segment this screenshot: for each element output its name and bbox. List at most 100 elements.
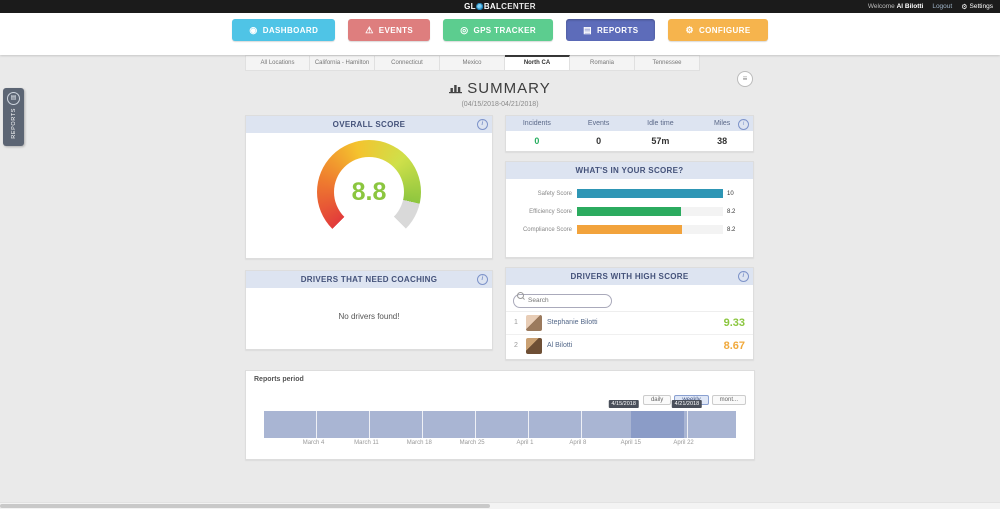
efficiency-score-bar (577, 207, 681, 216)
timeline-bars[interactable] (264, 411, 736, 438)
score-row-value: 10 (727, 190, 734, 197)
stats-header-row: Incidents Events Idle time Miles (506, 116, 753, 131)
selection-end-tooltip: 4/21/2018 (671, 400, 703, 408)
location-tabs: All Locations California - Hamilton Conn… (245, 55, 755, 71)
axis-tick-label: April 22 (673, 440, 694, 446)
stat-label-miles: Miles (713, 120, 731, 127)
center-column: All Locations California - Hamilton Conn… (245, 55, 755, 460)
info-icon[interactable] (477, 274, 488, 285)
info-icon[interactable] (738, 271, 749, 282)
score-bar-track (577, 207, 723, 216)
score-row-value: 8.2 (727, 226, 736, 233)
nav-gps-tracker-button[interactable]: ◎ GPS TRACKER (443, 19, 554, 41)
nav-configure-button[interactable]: ⚙ CONFIGURE (668, 19, 768, 41)
stats-card: Incidents Events Idle time Miles 0 0 57m… (505, 115, 754, 152)
driver-search-input[interactable] (513, 293, 612, 308)
driver-row[interactable]: 2 Al Bilotti 8.67 (506, 335, 753, 357)
stat-value-events: 0 (596, 136, 602, 146)
reports-side-tab[interactable]: ▤ REPORTS (3, 88, 24, 146)
stat-value-miles: 38 (717, 136, 728, 146)
selection-start-tooltip: 4/15/2018 (608, 400, 639, 408)
nav-reports-button[interactable]: ▤ REPORTS (566, 19, 656, 41)
reports-icon: ▤ (583, 24, 592, 35)
nav-events-button[interactable]: ⚠ EVENTS (348, 19, 431, 41)
score-gauge-wrap: 8.8 (246, 133, 492, 251)
nav-label: EVENTS (378, 25, 414, 35)
settings-link[interactable]: ⚙ Settings (961, 3, 993, 11)
score-row-label: Safety Score (537, 190, 572, 197)
driver-avatar (526, 314, 542, 331)
axis-tick-label: April 15 (620, 440, 641, 446)
score-breakdown-card: WHAT'S IN YOUR SCORE? Safety Score 10 Ef… (505, 161, 754, 258)
score-row-value: 8.2 (727, 208, 736, 215)
date-range-subtitle: (04/15/2018-04/21/2018) (461, 101, 539, 108)
score-gauge: 8.8 (317, 140, 421, 244)
summary-header: SUMMARY (04/15/2018-04/21/2018) (245, 80, 755, 108)
axis-tick-label: March 11 (354, 440, 379, 446)
logo-text: BAL (483, 2, 502, 11)
top-bar-user-area: Welcome Al Bilotti Logout ⚙ Settings (868, 3, 1000, 11)
welcome-text: Welcome Al Bilotti (867, 3, 924, 10)
compliance-score-bar (577, 225, 683, 234)
timeline-chart: 4/15/2018 4/21/2018 March 4 March 11 Mar… (264, 400, 736, 449)
reports-tab-icon: ▤ (7, 92, 20, 105)
gear-icon: ⚙ (961, 3, 968, 11)
nav-label: REPORTS (597, 25, 639, 35)
globe-icon (476, 3, 484, 10)
horizontal-scrollbar-handle[interactable] (0, 504, 490, 508)
nav-label: DASHBOARD (262, 25, 319, 35)
tab-mexico[interactable]: Mexico (440, 55, 505, 71)
score-bar-track (577, 225, 723, 234)
driver-search-row (506, 285, 753, 312)
nav-label: CONFIGURE (698, 25, 751, 35)
gps-marker-icon: ◎ (460, 24, 469, 35)
search-icon (517, 292, 524, 299)
nav-dashboard-button[interactable]: ◉ DASHBOARD (232, 19, 336, 41)
axis-tick-label: April 8 (569, 440, 587, 446)
tab-all-locations[interactable]: All Locations (245, 55, 310, 71)
tab-romania[interactable]: Romania (570, 55, 635, 71)
tab-california-hamilton[interactable]: California - Hamilton (310, 55, 375, 71)
tab-north-ca[interactable]: North CA (505, 55, 570, 71)
card-header: DRIVERS THAT NEED COACHING (246, 271, 492, 288)
chart-context-menu-button[interactable]: ≡ (737, 71, 753, 87)
reports-period-title: Reports period (254, 376, 304, 383)
score-row-label: Efficiency Score (529, 208, 572, 215)
driver-name: Al Bilotti (547, 342, 573, 349)
info-icon[interactable] (738, 119, 749, 130)
overall-score-value: 8.8 (351, 177, 387, 206)
logout-link[interactable]: Logout (932, 3, 953, 10)
timeline-selection-brush[interactable] (631, 411, 685, 438)
chart-icon (449, 85, 463, 94)
high-score-card: DRIVERS WITH HIGH SCORE 1 (505, 267, 754, 360)
daily-button[interactable]: daily (642, 395, 672, 405)
info-icon[interactable] (477, 119, 488, 130)
top-bar: GL BAL CENTER Welcome Al Bilotti Logout … (0, 0, 1000, 13)
tab-connecticut[interactable]: Connecticut (375, 55, 440, 71)
tab-tennessee[interactable]: Tennessee (635, 55, 700, 71)
stat-label-incidents: Incidents (522, 120, 551, 127)
driver-avatar (526, 337, 542, 354)
score-row-compliance: Compliance Score 8.2 (514, 225, 745, 234)
logo-text: CENTER (501, 2, 536, 11)
monthly-button[interactable]: mont... (711, 395, 746, 405)
score-bar-track (577, 189, 723, 198)
main-nav: ◉ DASHBOARD ⚠ EVENTS ◎ GPS TRACKER ▤ REP… (0, 13, 1000, 55)
content-area: ▤ REPORTS All Locations California - Ham… (0, 55, 1000, 503)
score-row-safety: Safety Score 10 (514, 189, 745, 198)
axis-tick-label: March 18 (406, 440, 432, 446)
driver-name: Stephanie Bilotti (547, 319, 598, 326)
card-header: WHAT'S IN YOUR SCORE? (506, 162, 753, 179)
axis-tick-label: March 25 (459, 440, 485, 446)
reports-tab-label: REPORTS (10, 108, 17, 139)
driver-row[interactable]: 1 Stephanie Bilotti 9.33 (506, 312, 753, 335)
coaching-card: DRIVERS THAT NEED COACHING No drivers fo… (245, 270, 493, 350)
score-row-label: Compliance Score (522, 226, 572, 233)
card-header: DRIVERS WITH HIGH SCORE (506, 268, 753, 285)
horizontal-scrollbar (0, 502, 1000, 509)
reports-period-card: Reports period daily weekly mont... 4/15… (245, 370, 755, 460)
configure-gear-icon: ⚙ (685, 24, 694, 35)
stat-label-events: Events (587, 120, 610, 127)
user-name: Al Bilotti (896, 3, 924, 10)
